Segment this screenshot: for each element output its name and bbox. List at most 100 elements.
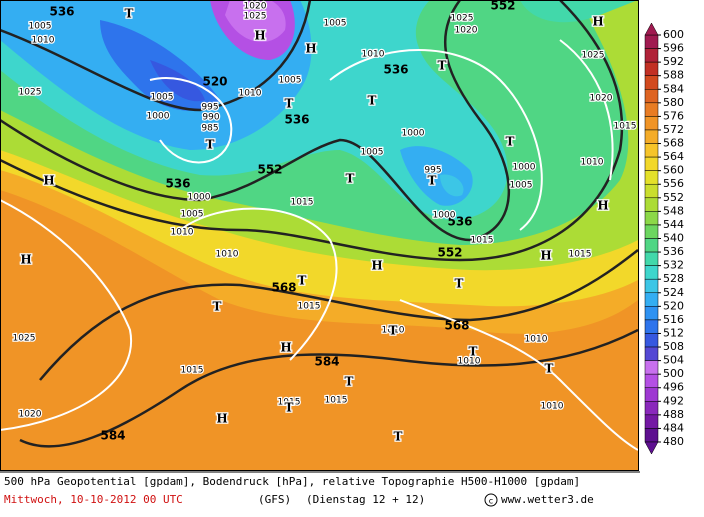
colorbar-cell <box>644 428 659 443</box>
colorbar-cell <box>644 319 659 334</box>
pressure-center: T <box>394 430 403 444</box>
pressure-center: H <box>254 29 265 43</box>
pressure-center: T <box>285 401 294 415</box>
colorbar-tick-label: 596 <box>663 42 684 55</box>
map-frame <box>0 0 639 471</box>
pressure-center: T <box>545 362 554 376</box>
pressure-center: T <box>213 300 222 314</box>
pressure-center: H <box>540 249 551 263</box>
pressure-center: T <box>469 345 478 359</box>
colorbar-tick-label: 528 <box>663 272 684 285</box>
colorbar-cell <box>644 197 659 212</box>
colorbar-tick-label: 568 <box>663 137 684 150</box>
pressure-label: 1010 <box>541 402 564 412</box>
colorbar-tick-label: 556 <box>663 177 684 190</box>
geopotential-label: 584 <box>314 355 339 369</box>
colorbar-tick-label: 512 <box>663 326 684 339</box>
geopotential-label: 536 <box>49 5 74 19</box>
geopotential-label: 536 <box>447 215 472 229</box>
pressure-center: T <box>368 94 377 108</box>
geopotential-label: 552 <box>437 246 462 260</box>
geopotential-label: 552 <box>257 163 282 177</box>
colorbar-tick-label: 592 <box>663 55 684 68</box>
pressure-label: 1010 <box>525 335 548 345</box>
pressure-label: 1015 <box>569 250 592 260</box>
pressure-label: 1025 <box>451 14 474 24</box>
pressure-label: 1010 <box>171 228 194 238</box>
pressure-label: 1020 <box>244 2 267 12</box>
colorbar-cell <box>644 48 659 63</box>
pressure-label: 995 <box>201 103 218 113</box>
colorbar-cell <box>644 387 659 402</box>
colorbar-cell <box>644 224 659 239</box>
pressure-label: 1015 <box>298 302 321 312</box>
colorbar-cell <box>644 401 659 416</box>
pressure-center: T <box>506 135 515 149</box>
geopotential-label: 584 <box>100 429 125 443</box>
colorbar-tick-label: 488 <box>663 408 684 421</box>
colorbar-cell <box>644 34 659 49</box>
pressure-center: T <box>455 277 464 291</box>
footer-site: www.wetter3.de <box>501 493 594 506</box>
pressure-label: 1005 <box>324 19 347 29</box>
pressure-label: 1015 <box>291 198 314 208</box>
map <box>0 0 638 470</box>
colorbar-cap <box>644 22 659 36</box>
pressure-center: T <box>389 324 398 338</box>
colorbar-cell <box>644 183 659 199</box>
pressure-center: H <box>592 15 603 29</box>
pressure-label: 1025 <box>582 51 605 61</box>
pressure-label: 1000 <box>433 211 456 221</box>
pressure-label: 1005 <box>510 181 533 191</box>
colorbar-cell <box>644 61 659 76</box>
colorbar-tick-label: 564 <box>663 150 684 163</box>
colorbar-cell <box>644 89 659 104</box>
pressure-label: 1020 <box>590 94 613 104</box>
colorbar-tick-label: 532 <box>663 259 684 272</box>
colorbar-cell <box>644 116 659 131</box>
colorbar-cell <box>644 102 659 117</box>
pressure-label: 990 <box>202 113 219 123</box>
pressure-label: 985 <box>201 124 218 134</box>
colorbar-tick-label: 484 <box>663 421 684 434</box>
colorbar-cell <box>644 211 659 226</box>
pressure-label: 1015 <box>325 396 348 406</box>
pressure-center: H <box>43 174 54 188</box>
colorbar-tick-label: 560 <box>663 164 684 177</box>
colorbar-tick-label: 536 <box>663 245 684 258</box>
colorbar-cell <box>644 278 659 294</box>
colorbar-cell <box>644 414 659 429</box>
pressure-label: 1000 <box>513 163 536 173</box>
pressure-label: 1000 <box>188 193 211 203</box>
pressure-label: 1000 <box>147 112 170 122</box>
pressure-center: T <box>206 138 215 152</box>
colorbar-tick-label: 520 <box>663 299 684 312</box>
colorbar-cell <box>644 292 659 307</box>
colorbar-tick-label: 576 <box>663 109 684 122</box>
pressure-center: H <box>280 341 291 355</box>
colorbar-tick-label: 600 <box>663 28 684 41</box>
colorbar-cell <box>644 238 659 253</box>
pressure-center: T <box>438 59 447 73</box>
colorbar-cell <box>644 346 659 361</box>
colorbar-tick-label: 588 <box>663 69 684 82</box>
footer-date: Mittwoch, 10-10-2012 00 UTC <box>4 493 183 506</box>
pressure-label: 1005 <box>151 93 174 103</box>
pressure-center: H <box>371 259 382 273</box>
colorbar-cell <box>644 143 659 158</box>
pressure-center: T <box>298 274 307 288</box>
pressure-center: H <box>20 253 31 267</box>
pressure-label: 1025 <box>19 88 42 98</box>
colorbar-cell <box>644 373 659 388</box>
pressure-label: 1010 <box>32 36 55 46</box>
colorbar-tick-label: 480 <box>663 435 684 448</box>
colorbar-cell <box>644 75 659 90</box>
geopotential-label: 568 <box>444 319 469 333</box>
pressure-label: 1020 <box>455 26 478 36</box>
colorbar-tick-label: 500 <box>663 367 684 380</box>
colorbar-cell <box>644 265 659 280</box>
copyright-icon <box>484 493 498 507</box>
pressure-label: 1005 <box>279 76 302 86</box>
pressure-center: T <box>428 174 437 188</box>
